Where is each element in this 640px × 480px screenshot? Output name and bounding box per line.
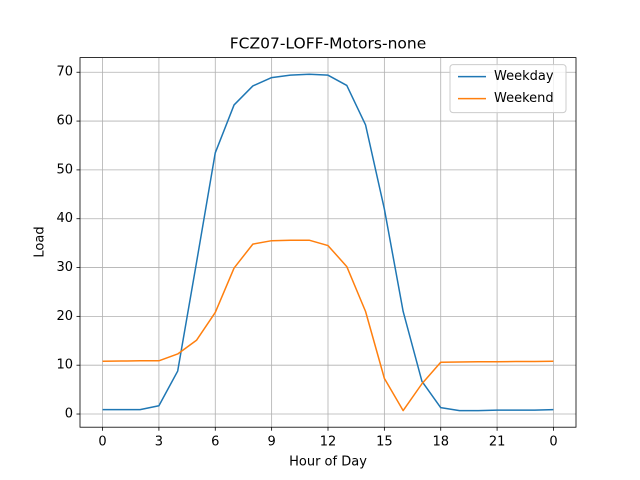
y-tick-label: 0 bbox=[65, 407, 73, 422]
legend-label: Weekday bbox=[494, 69, 554, 84]
y-tick-label: 10 bbox=[56, 358, 73, 373]
x-tick-label: 18 bbox=[432, 435, 449, 450]
y-tick-label: 30 bbox=[56, 260, 73, 275]
y-tick-label: 60 bbox=[56, 114, 73, 129]
line-series bbox=[102, 73, 554, 412]
x-tick-label: 3 bbox=[155, 435, 163, 450]
x-tick-label: 12 bbox=[320, 435, 337, 450]
legend-label: Weekend bbox=[494, 91, 554, 106]
line-series bbox=[102, 239, 554, 412]
x-axis-label: Hour of Day bbox=[289, 455, 367, 470]
y-axis-label: Load bbox=[33, 226, 48, 257]
chart-title: FCZ07-LOFF-Motors-none bbox=[230, 35, 427, 53]
x-tick-label: 0 bbox=[549, 435, 557, 450]
plot-frame bbox=[79, 57, 577, 428]
y-tick-label: 40 bbox=[56, 211, 73, 226]
x-tick-label: 9 bbox=[267, 435, 275, 450]
y-tick-label: 70 bbox=[56, 65, 73, 80]
x-tick-label: 0 bbox=[98, 435, 106, 450]
y-tick-label: 50 bbox=[56, 162, 73, 177]
x-tick-label: 15 bbox=[376, 435, 393, 450]
y-tick-label: 20 bbox=[56, 309, 73, 324]
x-tick-label: 6 bbox=[211, 435, 219, 450]
x-tick-label: 21 bbox=[489, 435, 506, 450]
